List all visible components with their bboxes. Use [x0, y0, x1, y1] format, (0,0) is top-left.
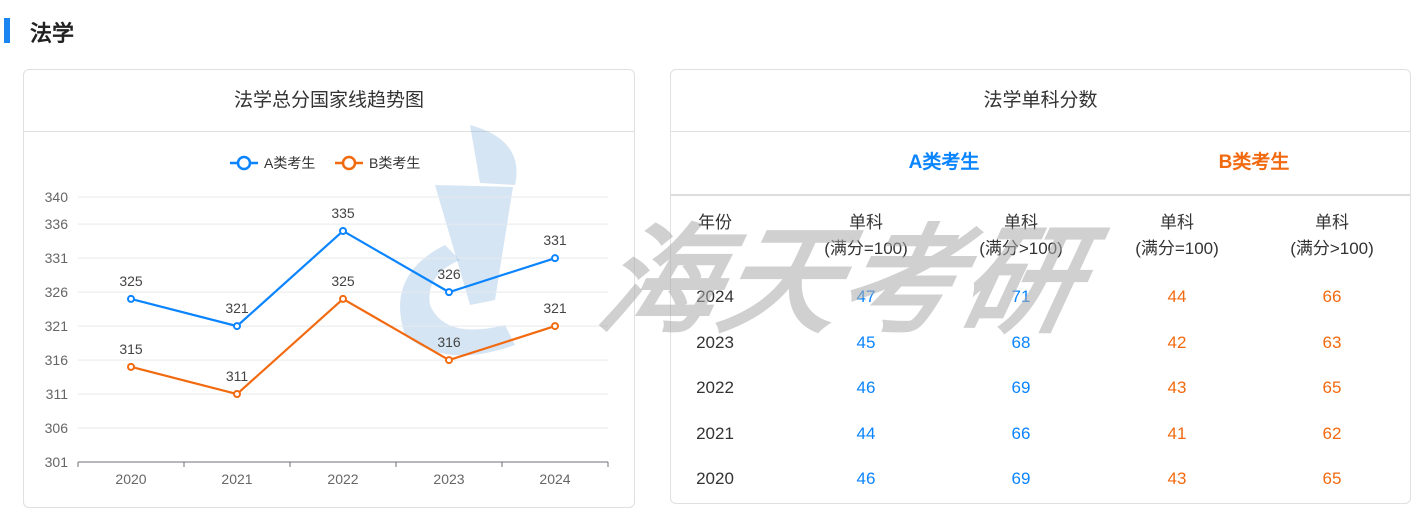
data-label: 321: [225, 300, 249, 316]
data-point: [127, 362, 135, 371]
x-tick-label: 2021: [221, 471, 252, 487]
y-tick-label: 321: [45, 318, 69, 334]
y-tick-label: 340: [45, 189, 69, 205]
y-tick-label: 326: [45, 284, 69, 300]
x-tick-label: 2024: [539, 471, 570, 487]
legend-marker: [236, 155, 252, 171]
score-cell: 71: [1011, 287, 1031, 306]
data-point: [233, 322, 241, 331]
score-cell: 41: [1167, 423, 1187, 443]
y-tick-label: 316: [45, 352, 69, 368]
score-cell: 43: [1167, 378, 1187, 397]
line-chart: 340 336 331 326 321 316 311 306 301 2020 2021 2022 2…: [45, 155, 609, 487]
score-cell: 69: [1011, 469, 1031, 488]
data-label: 325: [331, 273, 355, 289]
score-cell: 68: [1011, 332, 1031, 352]
score-cell: 69: [1011, 378, 1031, 397]
y-tick-label: 306: [45, 420, 69, 436]
data-point: [551, 322, 559, 331]
year-cell: 2020: [696, 469, 734, 488]
score-cell: 66: [1322, 287, 1342, 306]
data-label: 335: [331, 205, 355, 221]
x-tick-label: 2023: [433, 471, 464, 487]
chart-card-title: 法学总分国家线趋势图: [24, 70, 634, 132]
section-accent-bar: [4, 18, 10, 43]
score-cell: 43: [1167, 469, 1187, 488]
year-cell: 2021: [696, 423, 734, 443]
data-point: [233, 390, 241, 399]
column-header: 年份: [698, 213, 732, 232]
score-cell: 65: [1322, 378, 1342, 397]
data-point: [339, 226, 347, 235]
chart-card: 法学总分国家线趋势图: [23, 69, 635, 508]
column-header: 单科 (满分>100): [1290, 213, 1374, 258]
score-cell: 63: [1322, 332, 1342, 352]
score-cell: 44: [1167, 287, 1187, 306]
y-tick-label: 301: [45, 454, 69, 470]
y-tick-label: 331: [45, 250, 69, 266]
score-cell: 45: [856, 332, 876, 352]
score-cell: 62: [1322, 423, 1342, 443]
column-header: 单科 (满分=100): [824, 213, 908, 258]
score-cell: 65: [1322, 469, 1342, 488]
data-label: 311: [226, 368, 249, 384]
data-label: 325: [119, 273, 143, 289]
table-card: 法学单科分数 A类考生 B类考生 年份 单科 (满分=100) 单科 (满分>100…: [670, 69, 1411, 504]
group-b-header: B类考生: [1218, 152, 1290, 173]
score-cell: 46: [856, 378, 876, 397]
y-tick-label: 311: [46, 386, 69, 402]
legend-marker: [341, 155, 357, 171]
divider: [671, 194, 1410, 196]
score-cell: 44: [856, 423, 876, 443]
data-label: 321: [543, 300, 567, 316]
column-header: 单科 (满分>100): [979, 213, 1063, 258]
section-title: 法学: [30, 21, 75, 46]
legend-label-b: B类考生: [369, 155, 420, 171]
x-tick-label: 2022: [327, 471, 358, 487]
data-label: 326: [437, 266, 461, 282]
score-cell: 42: [1167, 332, 1187, 352]
table-card-title: 法学单科分数: [671, 70, 1410, 132]
legend-label-a: A类考生: [264, 155, 315, 171]
year-cell: 2023: [696, 332, 734, 352]
data-point: [551, 254, 559, 263]
data-point: [445, 288, 453, 297]
score-cell: 66: [1011, 423, 1031, 443]
data-point: [339, 294, 347, 303]
score-cell: 47: [856, 287, 876, 306]
data-label: 331: [543, 232, 567, 248]
score-cell: 46: [856, 469, 876, 488]
x-tick-label: 2020: [115, 471, 146, 487]
year-cell: 2024: [696, 287, 734, 306]
data-label: 316: [437, 334, 461, 350]
group-a-header: A类考生: [908, 152, 980, 173]
data-label: 315: [119, 341, 143, 357]
column-header: 单科 (满分=100): [1135, 213, 1219, 258]
data-point: [445, 356, 453, 365]
series-line: [130, 297, 556, 396]
data-point: [127, 294, 135, 303]
y-tick-label: 336: [45, 216, 69, 232]
year-cell: 2022: [696, 378, 734, 397]
